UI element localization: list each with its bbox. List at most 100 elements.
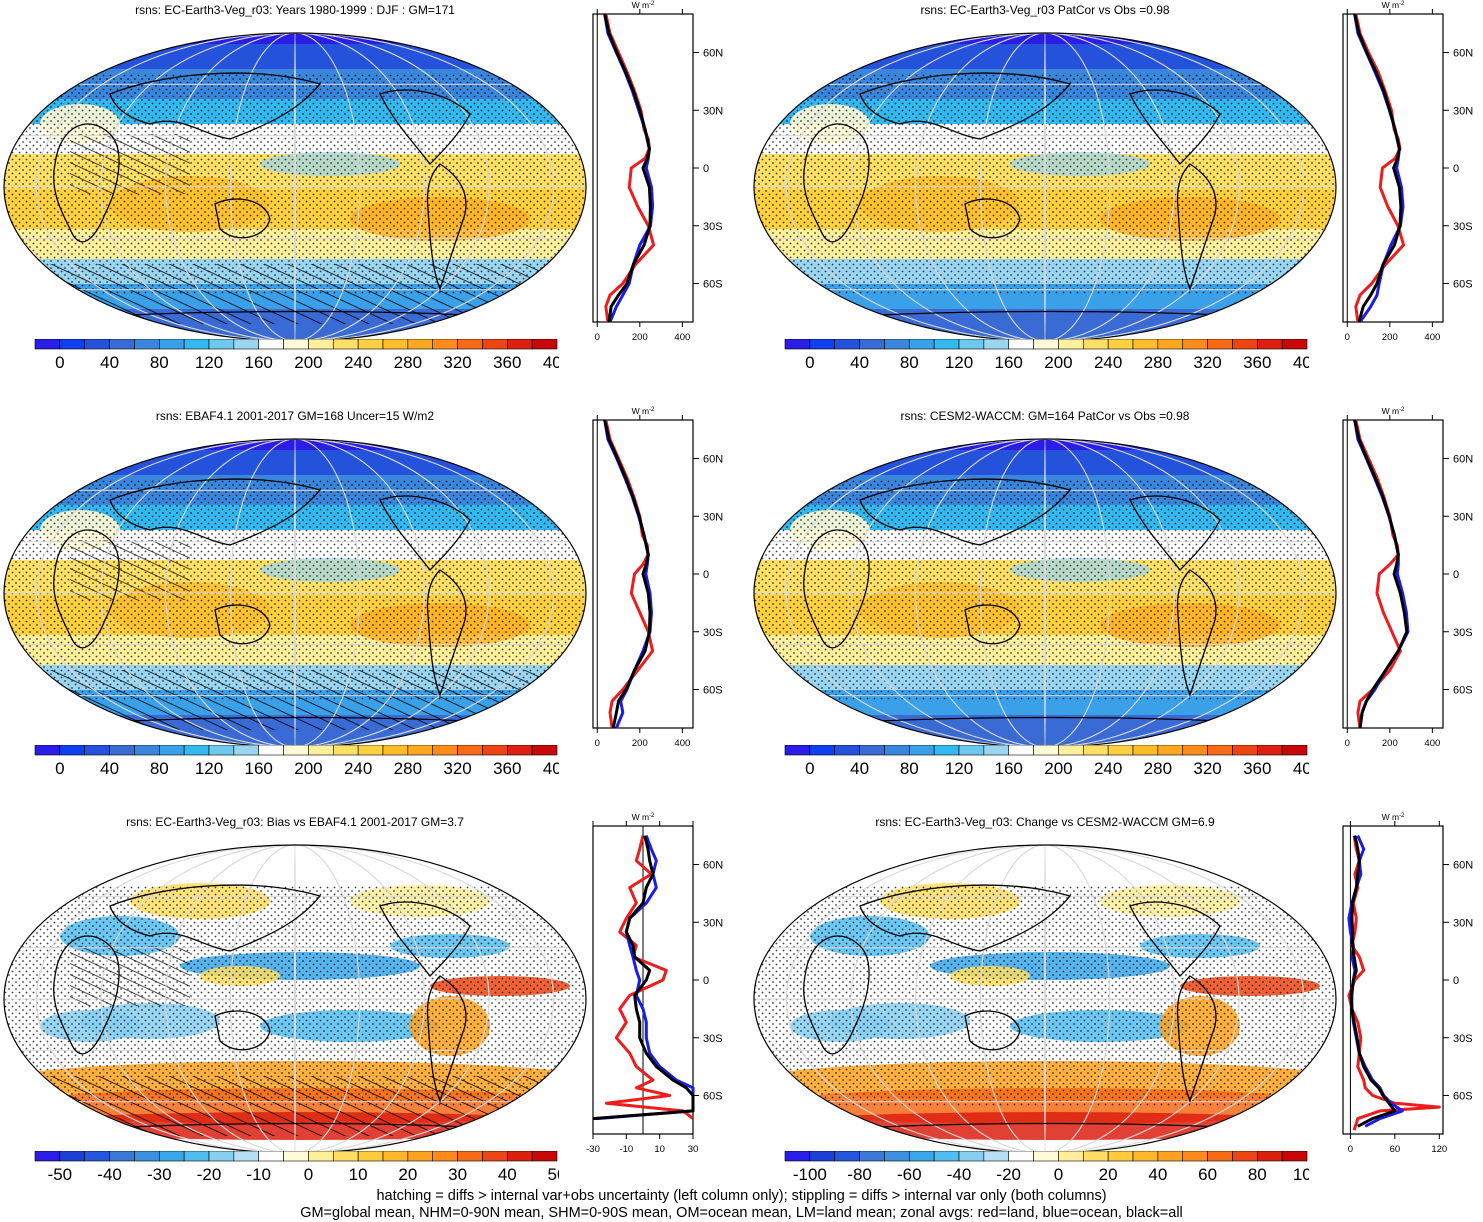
colorbar-swatch bbox=[84, 745, 110, 756]
colorbar-swatch bbox=[208, 1151, 235, 1162]
colorbar-label: -60 bbox=[897, 1165, 922, 1184]
zonal-x-tick-label: 30 bbox=[688, 1144, 699, 1155]
zonal-lat-label: 30S bbox=[1453, 1033, 1473, 1045]
colorbar-swatch bbox=[1107, 745, 1134, 756]
colorbar-label: 160 bbox=[995, 759, 1023, 778]
colorbar-swatch bbox=[1132, 1151, 1159, 1162]
zonal-lat-label: 60N bbox=[1453, 860, 1473, 872]
colorbar-label: -20 bbox=[996, 1165, 1021, 1184]
colorbar-label: 40 bbox=[100, 353, 119, 372]
colorbar-label: 280 bbox=[394, 759, 422, 778]
colorbar-swatch bbox=[1033, 1151, 1059, 1162]
colorbar-swatch bbox=[158, 1151, 185, 1162]
colorbar-label: 400 bbox=[1293, 353, 1309, 372]
map-field bbox=[754, 845, 1336, 1153]
colorbar-swatch bbox=[1281, 1151, 1308, 1162]
zonal-lat-label: 60N bbox=[703, 860, 723, 872]
coastline bbox=[964, 198, 1021, 239]
coastline bbox=[379, 901, 471, 977]
colorbar-swatch bbox=[1132, 339, 1159, 350]
colorbar-swatch bbox=[158, 745, 185, 756]
zonal-line-all bbox=[603, 13, 652, 323]
robinson-map bbox=[3, 32, 587, 342]
zonal-line-land bbox=[604, 835, 694, 1120]
map-panel-5: rsns: EC-Earth3-Veg_r03: Bias vs EBAF4.1… bbox=[0, 812, 733, 1212]
colorbar-swatch bbox=[531, 1151, 558, 1162]
colorbar-swatch bbox=[1207, 745, 1233, 756]
colorbar-swatch bbox=[983, 745, 1010, 756]
map-panel-4: rsns: CESM2-WACCM: GM=164 PatCor vs Obs … bbox=[750, 406, 1483, 806]
coastline bbox=[214, 604, 271, 645]
map-panel-2: rsns: EC-Earth3-Veg_r03 PatCor vs Obs =0… bbox=[750, 0, 1483, 400]
coastline bbox=[53, 123, 120, 243]
robinson-map bbox=[3, 438, 587, 748]
colorbar-label: 120 bbox=[195, 759, 223, 778]
colorbar-swatch bbox=[134, 745, 160, 756]
colorbar-swatch bbox=[233, 339, 260, 350]
colorbar-swatch bbox=[59, 745, 86, 756]
colorbar-swatch bbox=[457, 745, 483, 756]
coastline bbox=[426, 163, 467, 291]
colorbar-swatch bbox=[382, 1151, 409, 1162]
panel-title: rsns: EBAF4.1 2001-2017 GM=168 Uncer=15 … bbox=[155, 409, 435, 423]
colorbar-label: 200 bbox=[1044, 353, 1072, 372]
zonal-lat-label: 60N bbox=[1453, 454, 1473, 466]
colorbar-swatch bbox=[1157, 745, 1184, 756]
colorbar-swatch bbox=[457, 339, 483, 350]
colorbar-swatch bbox=[1281, 339, 1308, 350]
colorbar-label: 0 bbox=[805, 759, 814, 778]
zonal-lat-label: 60N bbox=[1453, 48, 1473, 60]
zonal-x-tick-label: 0 bbox=[595, 738, 600, 749]
coastline bbox=[426, 975, 467, 1103]
zonal-unit-label: W m-2 bbox=[632, 812, 655, 822]
colorbar-swatch bbox=[1256, 1151, 1283, 1162]
colorbar-swatch bbox=[908, 1151, 935, 1162]
colorbar-label: -30 bbox=[147, 1165, 172, 1184]
colorbar-label: 200 bbox=[294, 759, 322, 778]
colorbar-swatch bbox=[859, 339, 885, 350]
colorbar-label: -10 bbox=[246, 1165, 271, 1184]
zonal-x-tick-label: 400 bbox=[674, 332, 690, 343]
colorbar-swatch bbox=[109, 1151, 135, 1162]
colorbar-swatch bbox=[859, 1151, 885, 1162]
zonal-x-tick-label: 60 bbox=[1390, 1144, 1401, 1155]
robinson-map bbox=[753, 32, 1337, 342]
map-field bbox=[4, 845, 586, 1153]
zonal-x-tick-label: 400 bbox=[1424, 332, 1440, 343]
zonal-x-tick-label: -30 bbox=[586, 1144, 600, 1155]
colorbar-swatch bbox=[983, 1151, 1010, 1162]
colorbar-swatch bbox=[332, 1151, 359, 1162]
zonal-unit-label: W m-2 bbox=[1382, 406, 1405, 416]
colorbar-label: 280 bbox=[394, 353, 422, 372]
coastline bbox=[109, 72, 322, 140]
colorbar-swatch bbox=[233, 745, 260, 756]
colorbar-swatch bbox=[834, 1151, 860, 1162]
zonal-lat-label: 60S bbox=[1453, 685, 1473, 697]
colorbar-label: 60 bbox=[1198, 1165, 1217, 1184]
zonal-lat-label: 30N bbox=[1453, 511, 1473, 523]
colorbar-swatch bbox=[908, 745, 935, 756]
footnote-legend: GM=global mean, NHM=0-90N mean, SHM=0-90… bbox=[300, 1205, 1183, 1221]
colorbar-swatch bbox=[859, 745, 885, 756]
panel-title: rsns: EC-Earth3-Veg_r03 PatCor vs Obs =0… bbox=[920, 3, 1170, 17]
colorbar-label: 80 bbox=[900, 759, 919, 778]
zonal-lat-label: 0 bbox=[703, 975, 709, 987]
colorbar-swatch bbox=[258, 1151, 284, 1162]
coastline bbox=[1176, 569, 1217, 697]
colorbar-label: 20 bbox=[398, 1165, 417, 1184]
colorbar-swatch bbox=[382, 339, 409, 350]
colorbar-label: -20 bbox=[197, 1165, 222, 1184]
zonal-line-all bbox=[1353, 419, 1409, 729]
colorbar-swatch bbox=[809, 1151, 836, 1162]
zonal-x-tick-label: 400 bbox=[674, 738, 690, 749]
colorbar-label: 240 bbox=[1094, 353, 1122, 372]
colorbar-label: 360 bbox=[1243, 353, 1271, 372]
colorbar-swatch bbox=[1182, 745, 1208, 756]
colorbar-swatch bbox=[407, 1151, 434, 1162]
colorbar-swatch bbox=[183, 339, 210, 350]
map-field bbox=[4, 33, 586, 341]
zonal-x-tick-label: 200 bbox=[1382, 738, 1398, 749]
colorbar-swatch bbox=[506, 745, 533, 756]
zonal-line-all bbox=[1349, 835, 1397, 1128]
colorbar-swatch bbox=[1107, 1151, 1134, 1162]
